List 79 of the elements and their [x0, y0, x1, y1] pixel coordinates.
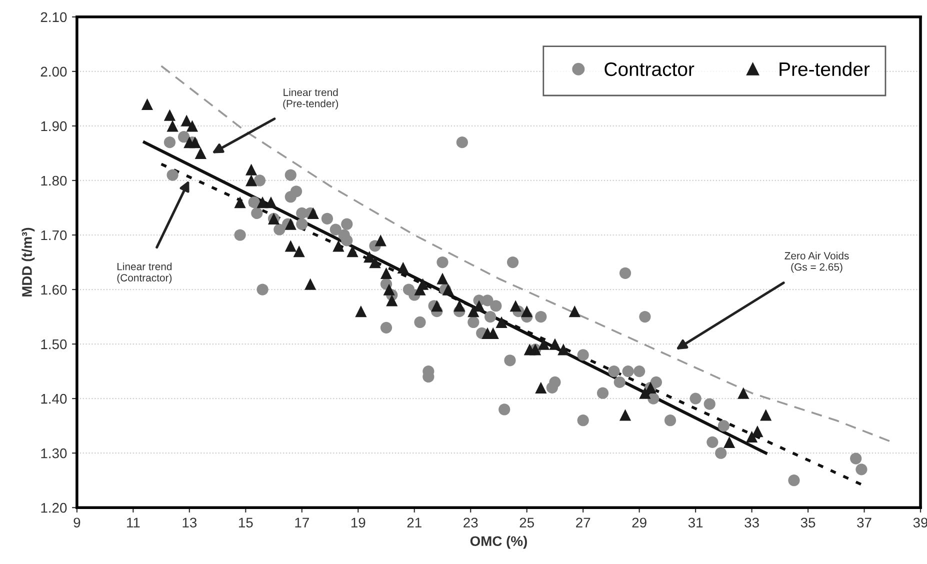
point	[746, 430, 758, 443]
point	[265, 196, 277, 208]
point	[284, 218, 296, 230]
point	[535, 382, 547, 394]
point	[416, 278, 429, 290]
point	[245, 164, 258, 176]
x-tick-label: 27	[576, 518, 590, 528]
point	[186, 120, 198, 132]
point	[619, 409, 632, 421]
legend-label: Contractor	[604, 62, 694, 76]
point	[510, 300, 522, 312]
point	[234, 196, 246, 208]
y-tick-label: 1.40	[41, 394, 67, 404]
x-tick-label: 25	[520, 518, 534, 528]
legend-label: Pre-tender	[780, 62, 870, 76]
y-tick-label: 1.60	[41, 284, 67, 295]
point	[307, 207, 319, 219]
x-tick-label: 21	[407, 518, 422, 528]
annotation: Linear trend (Contractor)	[117, 262, 172, 284]
point	[166, 120, 178, 132]
x-tick-label: 11	[127, 518, 140, 528]
point	[468, 306, 480, 318]
point	[454, 300, 466, 312]
point	[383, 284, 395, 296]
x-tick-label: 33	[744, 518, 759, 528]
point	[332, 240, 344, 252]
point	[723, 436, 736, 448]
point	[369, 256, 381, 268]
y-tick-label: 1.90	[41, 121, 67, 132]
point	[568, 306, 580, 318]
point	[386, 294, 398, 306]
point	[380, 267, 392, 279]
point	[431, 300, 443, 312]
y-tick-label: 1.30	[41, 448, 67, 458]
point	[521, 306, 533, 318]
x-tick-label: 35	[800, 518, 816, 528]
point	[245, 174, 258, 186]
point	[180, 114, 192, 126]
point	[194, 147, 206, 160]
annotation: Linear trend (Pre-tender)	[283, 88, 338, 110]
point	[141, 98, 154, 110]
y-tick-label: 2.10	[40, 12, 67, 22]
x-tick-label: 19	[351, 518, 366, 528]
point	[256, 196, 268, 208]
point	[442, 284, 454, 296]
point	[760, 409, 772, 421]
point	[549, 338, 561, 350]
point	[639, 387, 651, 399]
point	[538, 338, 550, 350]
x-axis-title: OMC (%)	[470, 536, 527, 549]
point	[738, 387, 750, 399]
point	[496, 316, 508, 328]
x-tick-label: 13	[182, 518, 197, 528]
point	[752, 425, 764, 438]
y-tick-label: 1.20	[41, 502, 67, 513]
point	[164, 109, 176, 121]
point	[304, 278, 316, 290]
x-tick-label: 29	[632, 518, 646, 528]
x-tick-label: 15	[238, 518, 253, 528]
point	[284, 240, 296, 252]
y-tick-label: 1.80	[41, 176, 67, 186]
point	[558, 344, 570, 356]
y-tick-label: 1.50	[41, 339, 67, 350]
point	[374, 234, 386, 246]
y-axis-title: MDD (t/m³)	[22, 228, 35, 296]
point	[189, 136, 201, 148]
x-tick-label: 37	[857, 518, 872, 528]
point	[397, 262, 409, 274]
x-tick-label: 17	[295, 518, 309, 528]
y-tick-label: 1.70	[41, 230, 67, 240]
y-tick-label: 2.00	[40, 66, 67, 77]
x-tick-label: 31	[688, 518, 703, 528]
point	[436, 272, 448, 284]
annotation: Zero Air Voids (Gs = 2.65)	[784, 252, 849, 273]
point	[346, 246, 358, 258]
point	[293, 246, 305, 258]
x-tick-label: 23	[464, 518, 478, 528]
point	[355, 306, 367, 318]
x-tick-label: 9	[74, 518, 80, 528]
